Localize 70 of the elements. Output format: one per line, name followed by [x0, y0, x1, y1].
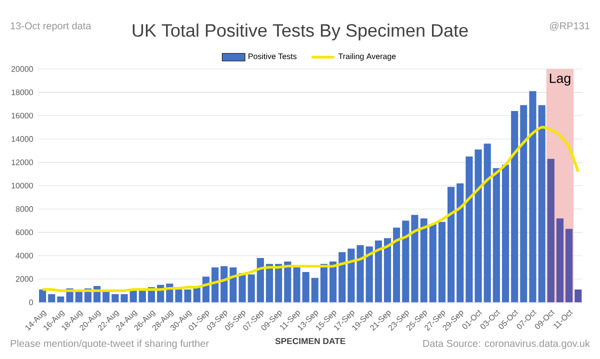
bar — [75, 292, 82, 302]
bar — [248, 274, 255, 302]
y-tick-label: 4000 — [16, 252, 33, 258]
bar — [275, 264, 282, 302]
bar — [466, 156, 473, 302]
bar — [238, 273, 246, 302]
bar — [211, 267, 219, 302]
text: Please mention/quote-tweet if sharing further — [10, 340, 209, 349]
bar — [320, 264, 328, 302]
bar — [448, 186, 455, 302]
line-series — [41, 126, 580, 292]
bar — [393, 228, 400, 302]
bar — [356, 245, 364, 302]
y-tick-label: 2000 — [16, 276, 33, 282]
bar — [529, 91, 536, 302]
y-tick-label: 14000 — [12, 136, 33, 142]
bar — [547, 158, 554, 302]
chart-title: UK Total Positive Tests By Specimen Date — [132, 24, 468, 40]
bar — [102, 292, 110, 302]
bar — [566, 228, 573, 302]
bar — [511, 110, 518, 302]
y-tick-label: 8000 — [16, 206, 33, 212]
y-tick-label: 20000 — [11, 66, 33, 72]
bar — [39, 289, 46, 302]
y-tick-label: 6000 — [16, 229, 33, 236]
bar — [538, 105, 546, 302]
bar — [138, 290, 146, 302]
bar — [338, 252, 346, 302]
bar — [120, 294, 128, 302]
legend-label: Positive Tests — [248, 53, 297, 60]
bar — [411, 214, 418, 302]
bar — [429, 224, 436, 302]
bar — [293, 266, 300, 302]
x-axis-title: SPECIMEN DATE — [275, 338, 346, 344]
bar — [302, 272, 310, 302]
bar — [384, 238, 392, 302]
text: 13-Oct report data — [10, 22, 92, 32]
bar — [366, 246, 373, 302]
bar — [484, 144, 491, 302]
bar — [474, 149, 482, 302]
bar — [502, 164, 510, 302]
bar — [402, 220, 410, 302]
bar — [329, 261, 337, 302]
bar — [256, 258, 264, 302]
band-label: Lag — [550, 74, 570, 86]
bar — [556, 218, 564, 302]
bar — [130, 290, 137, 302]
bar — [112, 294, 119, 302]
bar — [220, 266, 228, 302]
bar — [420, 218, 428, 302]
bar — [438, 222, 446, 302]
y-tick-label: 0 — [29, 299, 33, 306]
y-tick-label: 18000 — [12, 89, 33, 96]
text: @RP131 — [550, 22, 590, 31]
bar — [266, 264, 274, 302]
bar — [374, 240, 382, 302]
bar — [574, 289, 582, 302]
bar — [48, 294, 56, 302]
bar — [311, 278, 318, 302]
bar — [492, 168, 500, 302]
bar — [284, 261, 292, 302]
legend-label: Trailing Average — [338, 53, 396, 61]
bar — [57, 296, 64, 302]
source-note: Data Source: coronavirus.data.gov.uk — [423, 340, 590, 349]
y-tick-label: 12000 — [12, 159, 33, 166]
bar — [348, 248, 355, 302]
bar — [456, 183, 464, 302]
bar — [520, 105, 528, 302]
y-tick-label: 10000 — [12, 182, 33, 188]
y-tick-label: 16000 — [12, 112, 33, 118]
